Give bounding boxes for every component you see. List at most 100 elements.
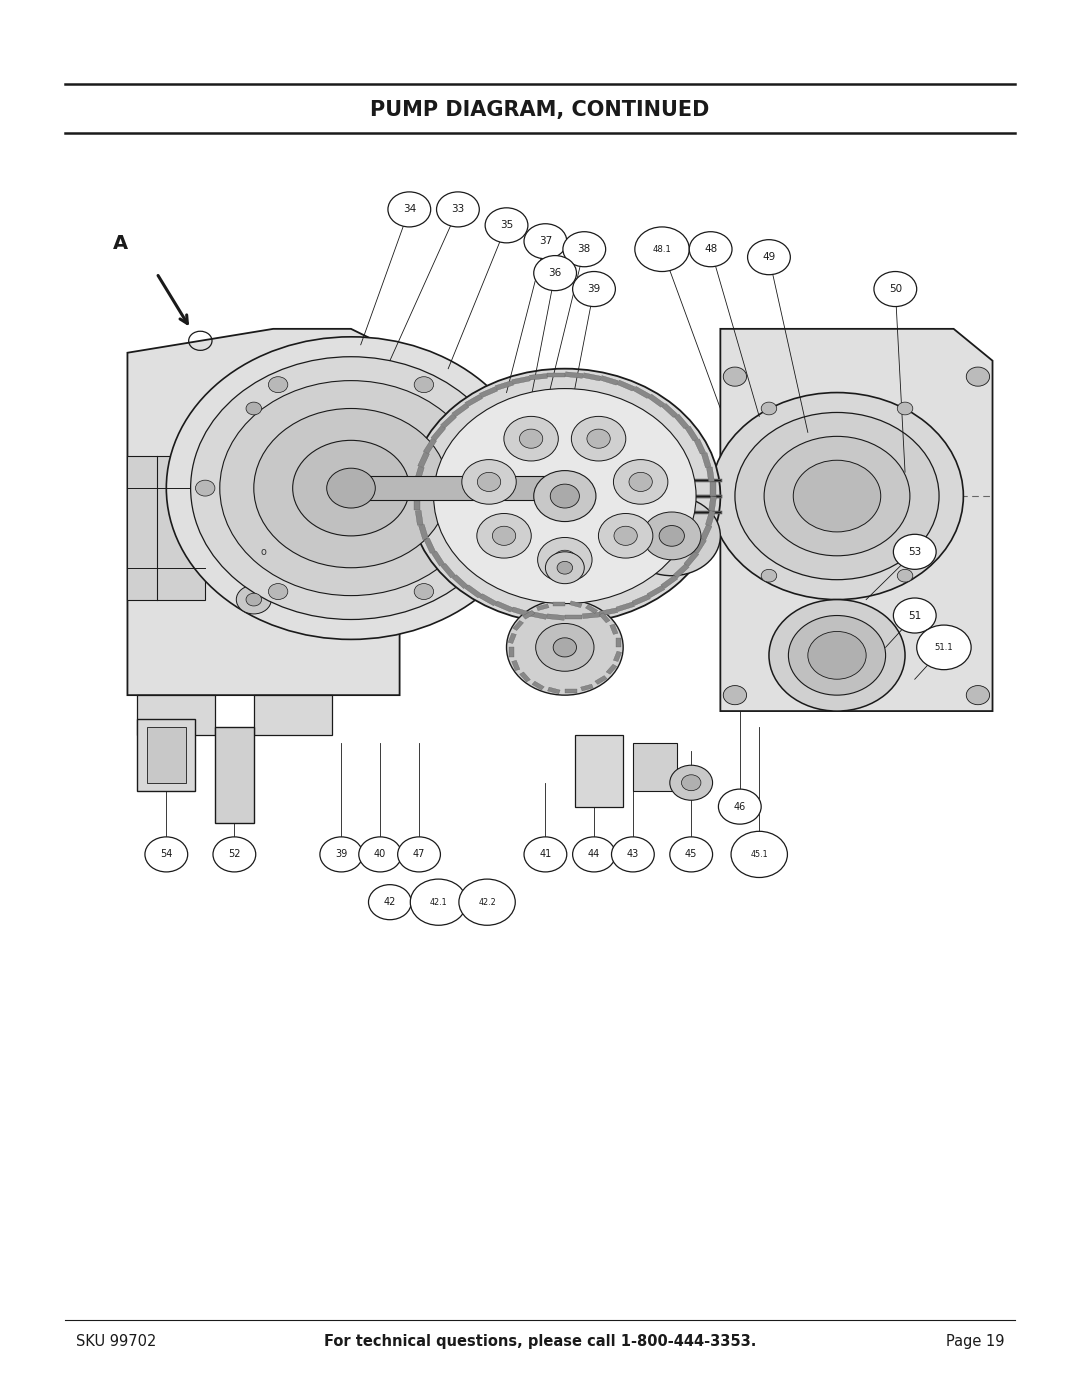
Polygon shape: [684, 552, 699, 566]
Circle shape: [320, 837, 363, 872]
Text: 48.1: 48.1: [652, 244, 672, 254]
Circle shape: [571, 416, 625, 461]
Polygon shape: [694, 439, 705, 454]
Circle shape: [414, 377, 434, 393]
Circle shape: [538, 538, 592, 583]
Polygon shape: [464, 585, 482, 598]
Text: 41: 41: [539, 849, 552, 859]
Circle shape: [611, 837, 654, 872]
Circle shape: [629, 472, 652, 492]
Text: 48: 48: [704, 244, 717, 254]
Circle shape: [487, 481, 507, 496]
Polygon shape: [599, 613, 610, 623]
Text: 45: 45: [685, 849, 698, 859]
Polygon shape: [532, 682, 544, 690]
Circle shape: [409, 369, 720, 623]
Circle shape: [254, 408, 448, 567]
Circle shape: [534, 471, 596, 521]
Circle shape: [237, 394, 271, 423]
FancyBboxPatch shape: [147, 726, 186, 782]
Circle shape: [735, 412, 939, 580]
Circle shape: [623, 496, 720, 576]
Polygon shape: [648, 394, 665, 408]
Circle shape: [681, 775, 701, 791]
FancyBboxPatch shape: [351, 476, 545, 500]
Circle shape: [917, 624, 971, 669]
Polygon shape: [632, 595, 650, 605]
Text: 33: 33: [451, 204, 464, 214]
Circle shape: [220, 380, 483, 595]
Polygon shape: [616, 638, 621, 647]
Polygon shape: [480, 594, 497, 606]
Circle shape: [293, 440, 409, 536]
Text: 44: 44: [588, 849, 600, 859]
Polygon shape: [610, 624, 618, 634]
Circle shape: [462, 460, 516, 504]
Circle shape: [557, 562, 572, 574]
Circle shape: [524, 224, 567, 258]
Circle shape: [613, 527, 637, 545]
Circle shape: [551, 485, 580, 509]
Polygon shape: [548, 687, 561, 694]
Polygon shape: [127, 328, 400, 696]
Polygon shape: [710, 482, 715, 496]
Circle shape: [477, 514, 531, 557]
Text: 35: 35: [500, 221, 513, 231]
Circle shape: [572, 837, 616, 872]
Text: 34: 34: [403, 204, 416, 214]
Polygon shape: [441, 415, 457, 427]
Polygon shape: [674, 414, 689, 429]
Circle shape: [659, 525, 685, 546]
Text: 43: 43: [626, 849, 639, 859]
FancyBboxPatch shape: [215, 726, 254, 823]
Circle shape: [459, 879, 515, 925]
Polygon shape: [599, 376, 618, 386]
Polygon shape: [453, 574, 468, 588]
Polygon shape: [431, 552, 445, 566]
Text: 54: 54: [160, 849, 173, 859]
Text: 39: 39: [588, 284, 600, 293]
Circle shape: [769, 599, 905, 711]
Circle shape: [368, 884, 411, 919]
Circle shape: [765, 436, 909, 556]
Circle shape: [724, 367, 746, 386]
Polygon shape: [537, 604, 549, 610]
Polygon shape: [662, 404, 677, 418]
Polygon shape: [495, 601, 513, 612]
Circle shape: [485, 208, 528, 243]
Polygon shape: [565, 689, 577, 693]
Polygon shape: [419, 524, 429, 539]
Circle shape: [388, 191, 431, 226]
Circle shape: [519, 429, 543, 448]
Circle shape: [586, 429, 610, 448]
FancyBboxPatch shape: [633, 743, 676, 791]
Circle shape: [410, 879, 467, 925]
Polygon shape: [700, 525, 712, 539]
Text: o: o: [260, 546, 267, 557]
Text: 51: 51: [908, 610, 921, 620]
Polygon shape: [480, 387, 498, 398]
Circle shape: [747, 240, 791, 275]
Circle shape: [893, 534, 936, 570]
Text: 53: 53: [908, 546, 921, 557]
Circle shape: [897, 570, 913, 583]
Polygon shape: [613, 651, 622, 662]
Text: 38: 38: [578, 244, 591, 254]
Text: 39: 39: [335, 849, 348, 859]
Text: 42: 42: [383, 897, 396, 907]
Circle shape: [670, 837, 713, 872]
Polygon shape: [581, 685, 593, 692]
Circle shape: [635, 226, 689, 271]
Polygon shape: [451, 404, 469, 416]
Polygon shape: [509, 647, 514, 657]
Circle shape: [434, 388, 697, 604]
Circle shape: [268, 377, 288, 393]
Polygon shape: [706, 467, 714, 482]
Circle shape: [504, 416, 558, 461]
Circle shape: [268, 584, 287, 599]
Circle shape: [534, 256, 577, 291]
Circle shape: [326, 468, 376, 509]
Circle shape: [874, 271, 917, 306]
Polygon shape: [414, 481, 421, 496]
Circle shape: [492, 527, 516, 545]
